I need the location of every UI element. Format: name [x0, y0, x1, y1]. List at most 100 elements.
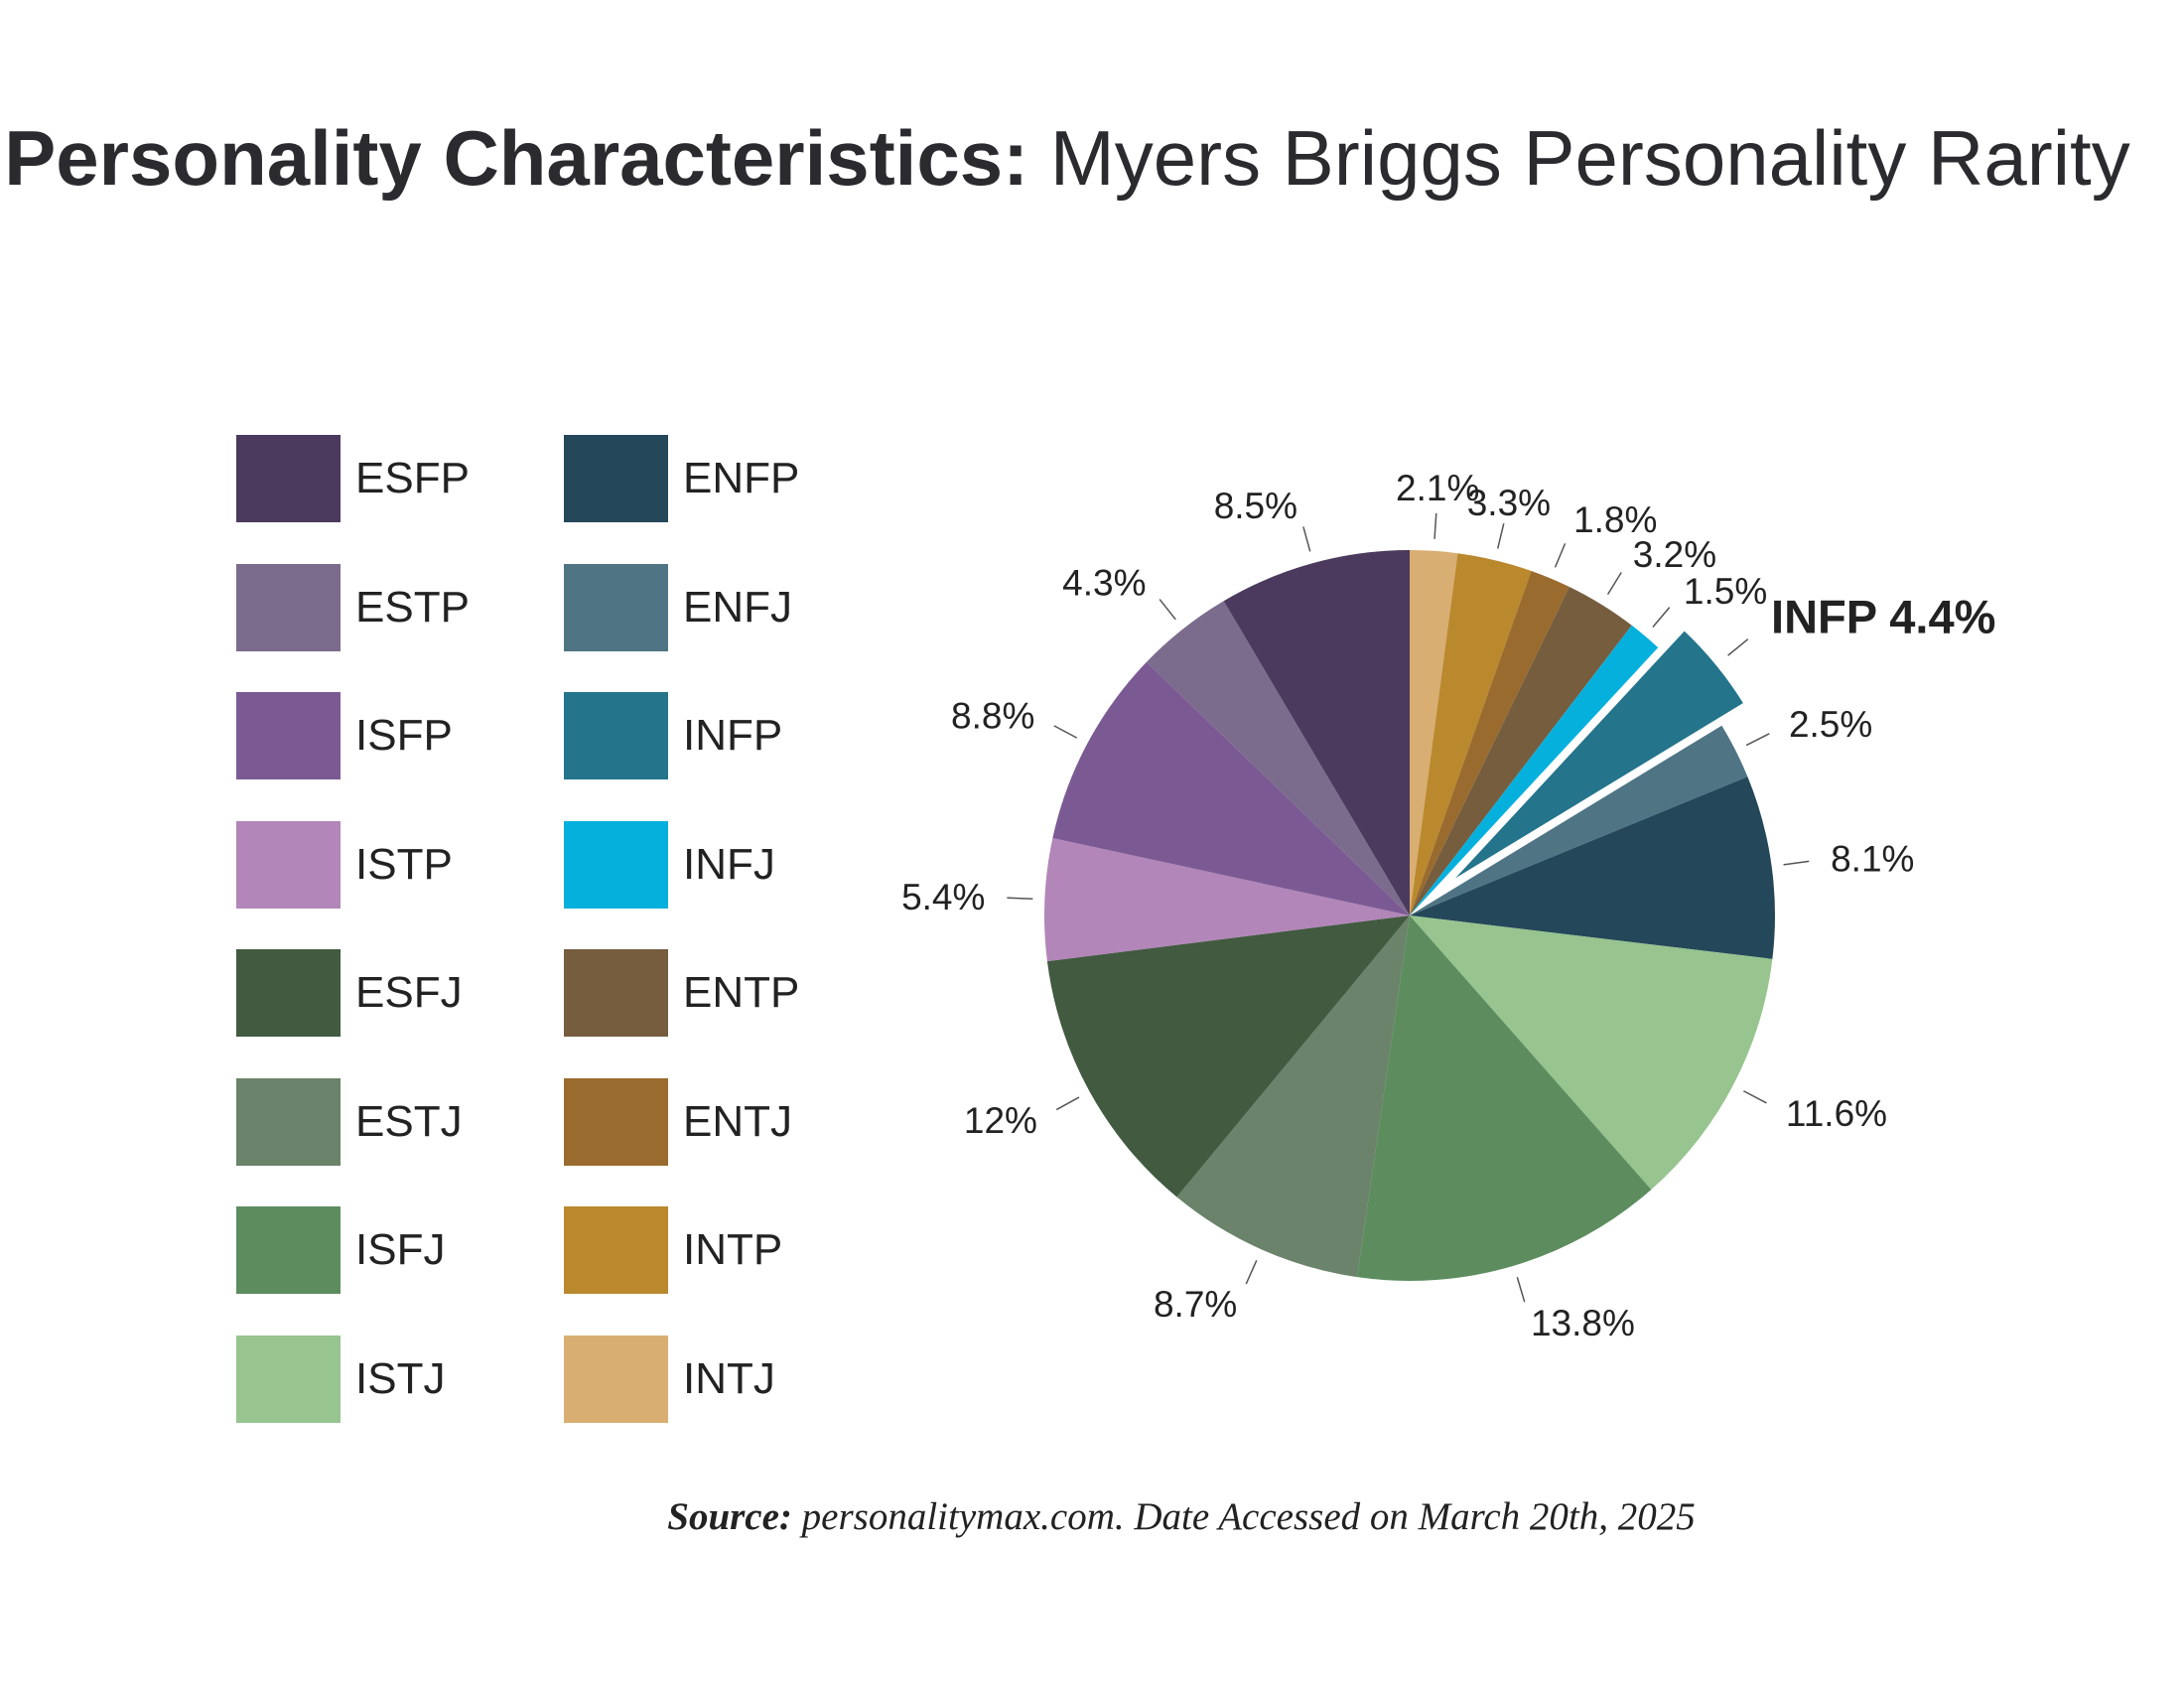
slice-label-enfp: 8.1% — [1831, 838, 1914, 879]
legend-label: ESTP — [355, 582, 470, 632]
legend-item-entj: ENTJ — [564, 1077, 882, 1168]
pie-slice-infp — [1433, 621, 1753, 898]
leader-line — [1055, 1096, 1080, 1111]
legend-label: INTP — [683, 1225, 783, 1274]
legend-label: ESFP — [355, 454, 470, 502]
leader-line — [1245, 1260, 1258, 1285]
slice-label-estp: 4.3% — [1062, 562, 1146, 603]
slice-label-intj: 2.1% — [1396, 468, 1479, 508]
legend-label: INFJ — [683, 839, 775, 889]
source-text: personalitymax.com. Date Accessed on Mar… — [791, 1495, 1696, 1538]
legend-item-istj: ISTJ — [236, 1335, 554, 1425]
pie-slice-estp — [1146, 601, 1410, 915]
slice-label-isfp: 8.8% — [951, 696, 1034, 737]
legend-swatch — [236, 435, 341, 522]
legend-swatch — [564, 692, 668, 779]
legend-label: ESFJ — [355, 968, 463, 1017]
pie-slice-isfj — [1357, 915, 1652, 1281]
leader-line — [1727, 638, 1749, 656]
legend-label: ISTJ — [355, 1353, 446, 1403]
slice-label-infp: INFP 4.4% — [1771, 591, 1995, 643]
legend-label: ISTP — [355, 839, 453, 889]
legend-swatch — [236, 820, 341, 909]
pie-slice-enfj — [1410, 725, 1748, 915]
source-label: Source: — [667, 1495, 792, 1538]
pie-slice-entj — [1410, 570, 1570, 915]
legend-item-estj: ESTJ — [236, 1077, 554, 1168]
legend-label: ISFP — [355, 711, 453, 760]
legend-item-estp: ESTP — [236, 563, 554, 653]
leader-line — [1516, 1277, 1526, 1303]
pie-slice-entp — [1410, 587, 1632, 915]
slice-label-enfj: 2.5% — [1789, 704, 1872, 745]
legend-item-infj: INFJ — [564, 820, 882, 911]
pie-slice-infj — [1410, 625, 1659, 915]
legend-swatch — [236, 692, 341, 779]
slice-label-estj: 8.7% — [1154, 1284, 1237, 1325]
legend-label: ISFJ — [355, 1225, 446, 1274]
legend-item-esfj: ESFJ — [236, 949, 554, 1039]
slice-label-istp: 5.4% — [901, 877, 985, 917]
legend-label: ENFJ — [683, 582, 792, 632]
chart-title-rest: Myers Briggs Personality Rarity — [1028, 114, 2130, 202]
leader-line — [1554, 543, 1567, 568]
legend-swatch — [236, 563, 341, 651]
pie-slice-istp — [1044, 837, 1410, 962]
legend-label: INFP — [683, 711, 783, 760]
legend-swatch — [564, 1335, 668, 1423]
legend-label: ENFP — [683, 454, 800, 502]
pie-slice-estj — [1176, 915, 1410, 1278]
pie-slice-esfj — [1046, 915, 1410, 1197]
legend-item-enfp: ENFP — [564, 435, 882, 524]
pie-slice-isfp — [1052, 661, 1410, 915]
legend-item-enfj: ENFJ — [564, 563, 882, 653]
legend-label: ESTJ — [355, 1096, 463, 1146]
slice-label-esfj: 12% — [964, 1100, 1037, 1141]
leader-line — [1433, 512, 1437, 539]
leader-line — [1007, 897, 1033, 901]
leader-line — [1496, 523, 1505, 549]
legend-item-esfp: ESFP — [236, 435, 554, 524]
legend-swatch — [236, 1335, 341, 1423]
legend-item-intp: INTP — [564, 1206, 882, 1296]
slice-label-istj: 11.6% — [1786, 1093, 1887, 1134]
leader-line — [1053, 725, 1078, 739]
legend-swatch — [564, 1206, 668, 1294]
source-note: Source: personalitymax.com. Date Accesse… — [0, 1494, 2184, 1539]
leader-line — [1606, 572, 1622, 596]
leader-line — [1159, 599, 1176, 621]
leader-line — [1302, 526, 1311, 552]
leader-line — [1743, 1090, 1767, 1104]
legend-label: ENTP — [683, 968, 800, 1017]
pie-slice-intj — [1410, 550, 1458, 915]
legend-item-isfj: ISFJ — [236, 1206, 554, 1296]
pie-slice-esfp — [1223, 550, 1410, 915]
slice-label-infj: 1.5% — [1684, 571, 1767, 612]
legend-swatch — [564, 435, 668, 522]
slice-label-isfj: 13.8% — [1531, 1303, 1635, 1343]
legend-swatch — [564, 563, 668, 651]
legend-swatch — [564, 949, 668, 1037]
legend-swatch — [236, 949, 341, 1037]
pie-slice-istj — [1410, 915, 1773, 1191]
legend-item-entp: ENTP — [564, 949, 882, 1039]
legend-swatch — [564, 1077, 668, 1166]
pie-slice-intp — [1410, 553, 1532, 915]
legend-swatch — [564, 820, 668, 909]
slice-label-esfp: 8.5% — [1214, 486, 1297, 526]
legend-swatch — [236, 1077, 341, 1166]
legend-swatch — [236, 1206, 341, 1294]
slice-label-intp: 3.3% — [1467, 483, 1551, 523]
legend-item-isfp: ISFP — [236, 692, 554, 781]
legend-item-istp: ISTP — [236, 820, 554, 911]
slice-label-entj: 1.8% — [1573, 499, 1657, 540]
legend-label: INTJ — [683, 1353, 775, 1403]
legend-item-intj: INTJ — [564, 1335, 882, 1425]
chart-title-bold: Personality Characteristics: — [4, 114, 1029, 202]
legend-label: ENTJ — [683, 1096, 792, 1146]
slice-label-entp: 3.2% — [1633, 534, 1716, 575]
leader-line — [1783, 860, 1810, 866]
leader-line — [1745, 733, 1770, 747]
legend: ESFP ESTP ISFP ISTP ESFJ ESTJ ISFJ ISTJ ENFP ENFJ… — [236, 435, 872, 1423]
